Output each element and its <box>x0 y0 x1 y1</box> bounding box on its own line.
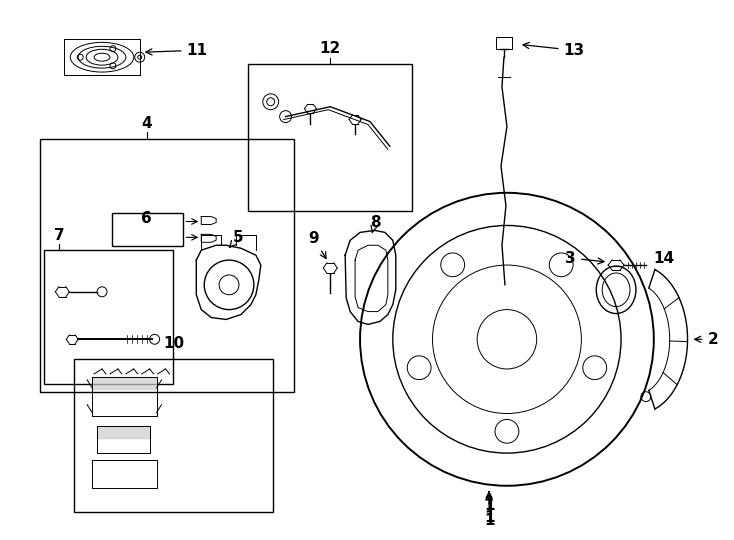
Bar <box>45 250 173 384</box>
Text: 14: 14 <box>653 251 674 266</box>
Text: 12: 12 <box>319 41 341 56</box>
Text: 8: 8 <box>370 215 380 233</box>
Text: 6: 6 <box>142 211 152 226</box>
Bar <box>74 359 273 512</box>
Text: 7: 7 <box>54 228 65 244</box>
Bar <box>112 213 184 246</box>
Text: 5: 5 <box>230 230 243 247</box>
Text: 2: 2 <box>694 332 718 347</box>
Bar <box>40 139 294 392</box>
Text: 11: 11 <box>146 43 208 58</box>
Text: 1: 1 <box>484 492 494 513</box>
Text: 3: 3 <box>565 251 604 266</box>
Text: 4: 4 <box>142 117 152 131</box>
Text: 10: 10 <box>163 336 184 351</box>
Text: 9: 9 <box>308 231 326 259</box>
Text: 1: 1 <box>484 494 494 524</box>
Text: 13: 13 <box>523 43 584 58</box>
Bar <box>248 64 412 211</box>
Text: 1: 1 <box>484 494 494 529</box>
